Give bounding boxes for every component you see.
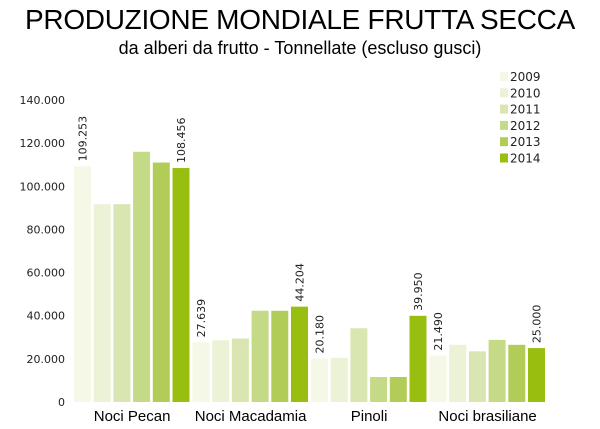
bar-2012 <box>370 376 388 402</box>
bar-2012 <box>251 310 269 402</box>
y-tick-label: 40.000 <box>27 310 66 323</box>
y-tick-label: 0 <box>58 396 65 409</box>
y-tick-label: 140.000 <box>20 94 66 107</box>
legend-label: 2011 <box>510 103 541 117</box>
legend-swatch-2013 <box>500 137 508 147</box>
x-category-label: Noci brasiliane <box>438 408 536 425</box>
bar-2014 <box>172 168 190 402</box>
x-category-label: Noci Pecan <box>94 408 171 425</box>
bar-2013 <box>389 376 407 402</box>
y-tick-label: 120.000 <box>20 137 66 150</box>
bar-2011 <box>468 351 486 402</box>
bar-2010 <box>330 357 348 402</box>
data-label: 39.950 <box>412 272 425 311</box>
legend-label: 2014 <box>510 152 541 166</box>
data-label: 44.204 <box>294 263 307 302</box>
bar-2014 <box>291 306 308 402</box>
bar-2012 <box>133 151 151 402</box>
y-tick-label: 20.000 <box>27 353 66 366</box>
data-label: 27.639 <box>195 299 208 338</box>
bar-2012 <box>488 339 506 402</box>
bar-2014 <box>409 315 427 402</box>
bar-2013 <box>271 310 289 402</box>
bar-2011 <box>231 338 249 402</box>
chart-title: PRODUZIONE MONDIALE FRUTTA SECCA <box>25 4 575 35</box>
x-category-label: Pinoli <box>351 408 388 425</box>
chart-subtitle: da alberi da frutto - Tonnellate (esclus… <box>118 38 482 58</box>
bar-2010 <box>93 204 111 402</box>
y-tick-label: 100.000 <box>20 180 66 193</box>
bar-2013 <box>152 162 170 402</box>
bar-2011 <box>350 328 368 402</box>
data-label: 109.253 <box>77 116 90 162</box>
legend-swatch-2011 <box>500 104 508 114</box>
legend-swatch-2012 <box>500 120 508 130</box>
data-label: 25.000 <box>531 305 544 344</box>
bar-2010 <box>449 344 467 402</box>
data-label: 20.180 <box>314 315 327 354</box>
bar-2014 <box>528 348 545 402</box>
y-tick-label: 60.000 <box>27 267 66 280</box>
bar-2010 <box>212 340 230 402</box>
bar-2009 <box>74 166 91 402</box>
legend-label: 2010 <box>510 86 541 100</box>
legend-swatch-2009 <box>500 72 508 81</box>
bar-2009 <box>429 355 447 402</box>
legend-label: 2013 <box>510 135 541 149</box>
data-label: 108.456 <box>175 118 188 164</box>
data-label: 21.490 <box>432 312 445 351</box>
legend-swatch-2014 <box>500 153 508 163</box>
y-tick-label: 80.000 <box>27 223 66 236</box>
bar-2009 <box>192 342 210 402</box>
bar-2013 <box>508 344 526 402</box>
x-category-label: Noci Macadamia <box>195 408 307 425</box>
bar-2011 <box>113 204 131 402</box>
bar-2009 <box>311 358 328 402</box>
legend-label: 2012 <box>510 119 541 133</box>
legend-swatch-2010 <box>500 88 508 98</box>
legend-label: 2009 <box>510 70 541 84</box>
